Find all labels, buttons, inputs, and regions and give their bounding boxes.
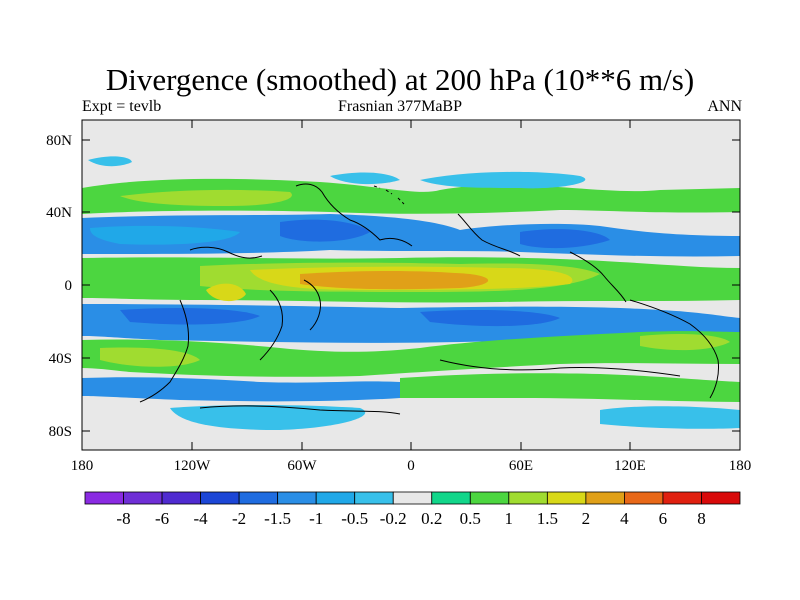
- antarctic-negative: [170, 405, 366, 430]
- coastline-central: [189, 246, 263, 259]
- colorbar-swatch: [354, 491, 394, 505]
- coastlines: [139, 183, 719, 415]
- colorbar-label: 4: [620, 509, 629, 528]
- x-tick-120e: 120E: [614, 458, 646, 474]
- polar-spot-3: [420, 171, 586, 189]
- y-tick-40s: 40S: [48, 351, 72, 367]
- coastline-north-continent: [295, 183, 413, 247]
- coastline-east-north: [457, 213, 521, 257]
- colorbar-label: 1.5: [536, 509, 559, 528]
- x-tick-0: 0: [407, 458, 415, 474]
- x-tick-180e: 180: [728, 458, 752, 474]
- y-tick-40n: 40N: [46, 205, 72, 221]
- period-label: Frasnian 377MaBP: [338, 98, 462, 115]
- colorbar-swatch: [315, 491, 356, 505]
- band-north-negative-core-2: [520, 229, 610, 249]
- colorbar-label: -6: [155, 509, 170, 528]
- colorbar-swatch: [701, 491, 741, 505]
- coastline-east-south: [629, 299, 719, 399]
- island-chain: [373, 185, 405, 205]
- coastline-south: [439, 359, 681, 377]
- colorbar-swatch: [123, 491, 163, 505]
- colorbar-label: -1.5: [264, 509, 292, 528]
- coastline-sw: [259, 289, 283, 361]
- colorbar-label: 0.5: [459, 509, 481, 528]
- y-tick-80s: 80S: [48, 424, 72, 440]
- colorbar-swatch: [508, 491, 548, 505]
- y-tick-0: 0: [64, 278, 73, 294]
- coastline-antarctic: [199, 405, 401, 415]
- colorbar-label: -2: [232, 509, 247, 528]
- colorbar-swatch: [662, 491, 702, 505]
- band-equator-peak: [300, 271, 489, 290]
- colorbar-label: -0.5: [341, 509, 369, 528]
- colorbar-label: -0.2: [379, 509, 407, 528]
- colorbar-swatch: [431, 491, 471, 505]
- band-south-peak-2: [640, 334, 730, 351]
- x-tick-120w: 120W: [173, 458, 211, 474]
- colorbar-label: -8: [116, 509, 131, 528]
- field-layer: [82, 120, 740, 450]
- band-south-peak: [100, 347, 200, 367]
- colorbar-label: -4: [193, 509, 208, 528]
- band-north-peak: [120, 189, 292, 206]
- colorbar-swatch: [585, 491, 625, 505]
- colorbar-label: 8: [697, 509, 706, 528]
- y-tick-80n: 80N: [46, 133, 72, 149]
- colorbar-label: 1: [504, 509, 514, 528]
- colorbar-swatch: [546, 491, 587, 505]
- x-tick-180w: 180: [70, 458, 94, 474]
- band-north-negative-lite: [90, 225, 240, 245]
- season-label: ANN: [707, 98, 742, 115]
- colorbar-label: -1: [309, 509, 324, 528]
- colorbar-swatch: [84, 491, 124, 505]
- colorbar-swatch: [392, 491, 433, 505]
- colorbar-label: 2: [581, 509, 591, 528]
- experiment-label: Expt = tevlb: [82, 98, 162, 115]
- axis-ticks: [81, 120, 741, 450]
- colorbar-label: 0.2: [421, 509, 443, 528]
- band-south-high-negative: [82, 377, 400, 402]
- coastline-west-continent: [139, 299, 189, 403]
- band-equator-west-spot: [206, 283, 246, 302]
- colorbar-swatch: [469, 491, 510, 505]
- coastline-east: [569, 251, 627, 303]
- band-south-negative-core: [120, 308, 260, 325]
- colorbar-swatch: [277, 491, 317, 505]
- colorbar-swatch: [200, 491, 240, 505]
- colorbar-swatch: [238, 491, 279, 505]
- band-south-negative-core-2: [420, 310, 560, 327]
- colorbar-swatch: [161, 491, 201, 505]
- polar-spot: [88, 156, 132, 167]
- band-south-high-positive: [400, 373, 740, 402]
- colorbar: [84, 491, 741, 505]
- band-south-positive: [82, 331, 740, 377]
- x-tick-60e: 60E: [508, 458, 534, 474]
- colorbar-swatch: [624, 491, 664, 505]
- polar-spot-2: [330, 172, 400, 185]
- coastline-sw-2: [303, 279, 321, 331]
- colorbar-label: 6: [658, 509, 668, 528]
- x-tick-60w: 60W: [287, 458, 317, 474]
- band-north-negative-core: [280, 219, 370, 242]
- antarctic-negative-2: [600, 406, 740, 429]
- plot-title: Divergence (smoothed) at 200 hPa (10**6 …: [105, 62, 695, 97]
